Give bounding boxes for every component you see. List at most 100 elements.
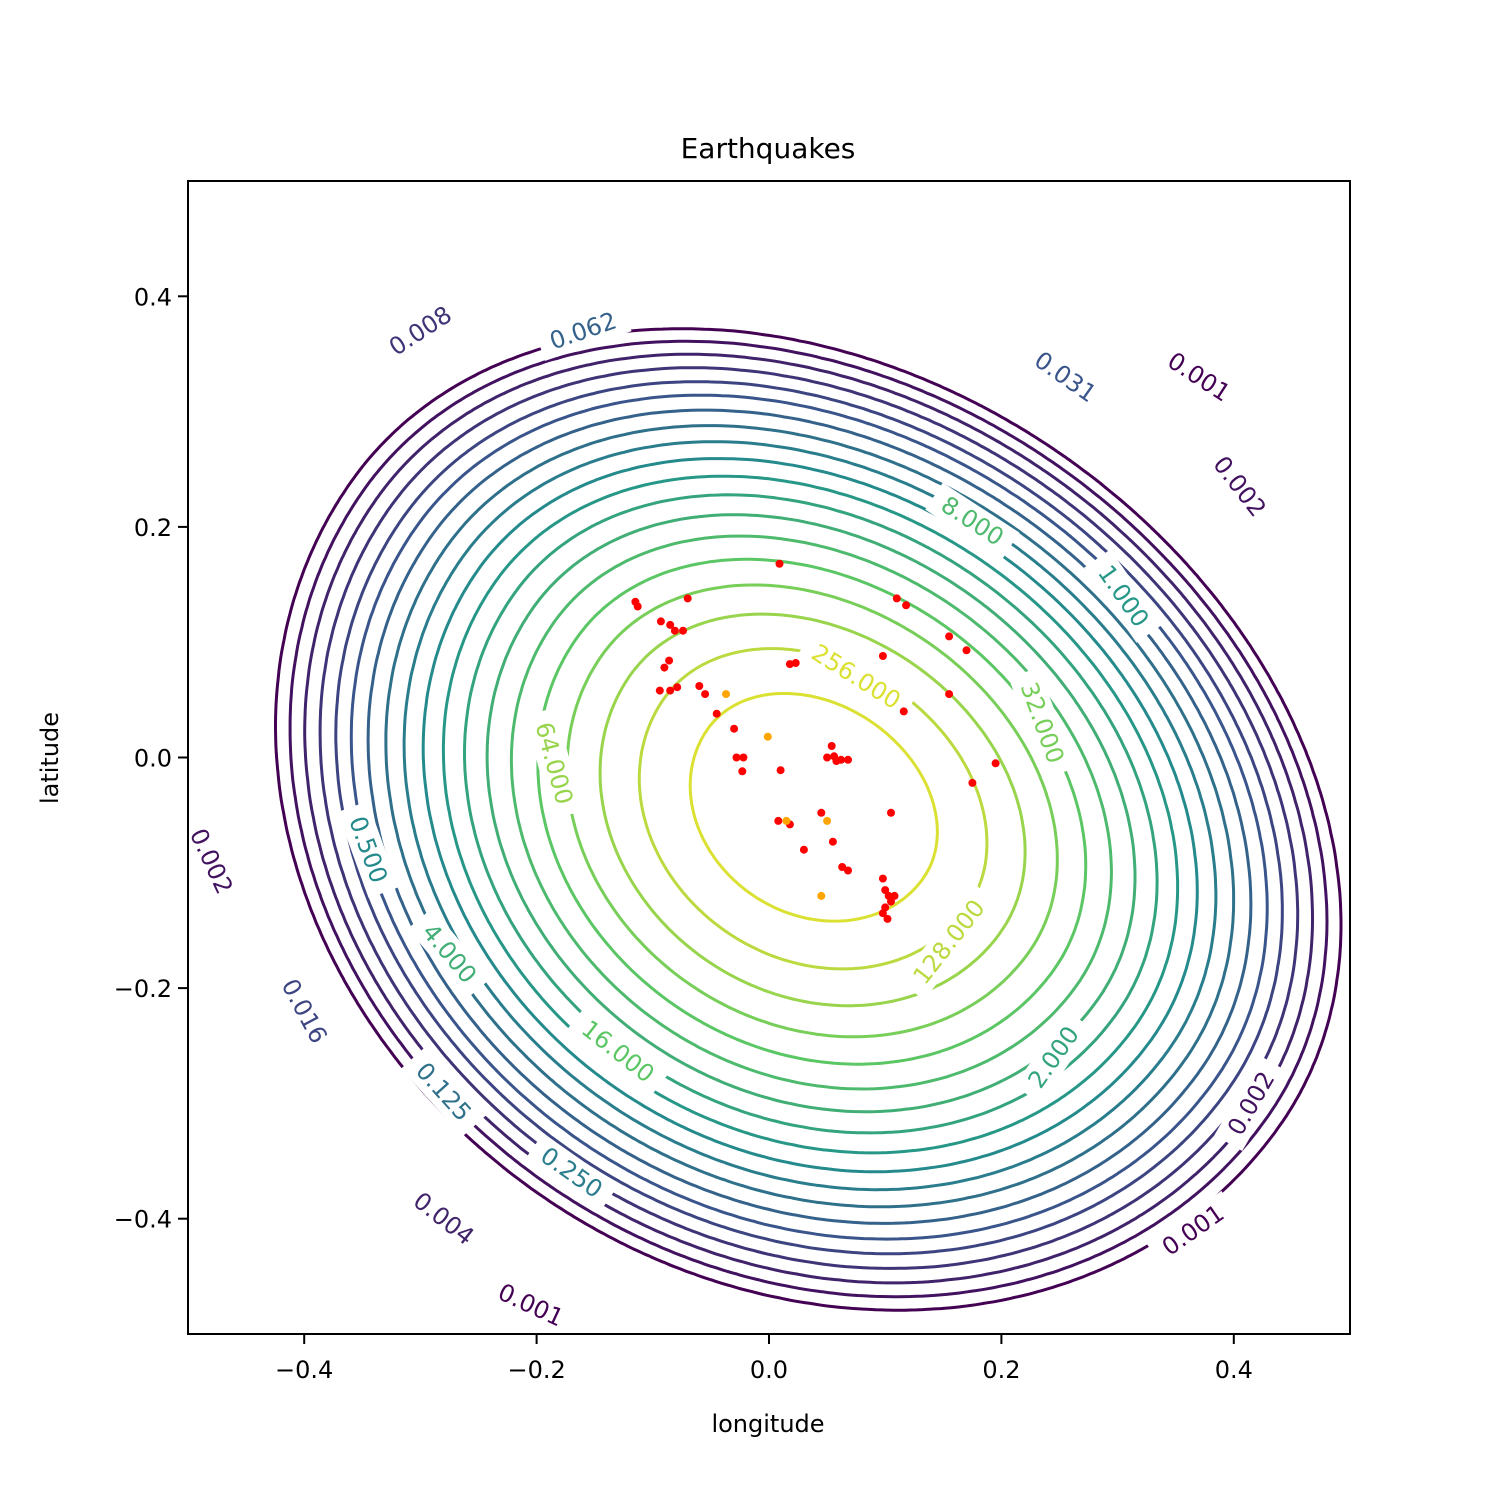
contour-label-gap bbox=[1018, 337, 1112, 417]
earthquake-point bbox=[763, 732, 772, 741]
earthquake-point bbox=[730, 724, 739, 733]
y-tick-label: 0.2 bbox=[134, 514, 172, 542]
y-tick-label: 0.4 bbox=[134, 283, 172, 311]
contour-line bbox=[598, 612, 1027, 1008]
x-tick-label: 0.4 bbox=[1215, 1356, 1253, 1384]
contour-label-gap bbox=[401, 1047, 487, 1137]
earthquake-point bbox=[887, 897, 895, 906]
earthquake-point bbox=[722, 690, 730, 699]
earthquake-point bbox=[828, 837, 837, 846]
contour-line bbox=[318, 366, 1300, 1270]
earthquake-point bbox=[739, 753, 748, 762]
contour-line bbox=[402, 440, 1218, 1192]
earthquake-point bbox=[878, 652, 887, 660]
earthquake-point bbox=[887, 808, 895, 817]
chart-title: Earthquakes bbox=[681, 132, 856, 165]
contour-lines bbox=[274, 327, 1343, 1312]
earthquake-point bbox=[732, 753, 741, 762]
contour-label-gap bbox=[898, 883, 1000, 1001]
contour-label-gap bbox=[177, 813, 246, 910]
contour-label-gap bbox=[1151, 338, 1246, 416]
earthquake-point bbox=[791, 659, 800, 667]
y-tick-label: −0.4 bbox=[114, 1206, 172, 1234]
contour-line bbox=[421, 457, 1199, 1174]
earthquake-point bbox=[968, 778, 977, 787]
earthquake-point bbox=[837, 755, 845, 764]
earthquake-point bbox=[827, 742, 836, 750]
earthquake-point bbox=[899, 707, 908, 716]
contour-label-gap bbox=[1084, 549, 1163, 643]
earthquake-point bbox=[817, 808, 826, 817]
contour-label-gap bbox=[534, 300, 632, 361]
contour-line bbox=[334, 380, 1284, 1256]
earthquake-point bbox=[881, 886, 890, 895]
y-axis-label: latitude bbox=[36, 712, 64, 804]
earthquake-point bbox=[683, 594, 692, 603]
contour-line bbox=[384, 424, 1236, 1209]
earthquake-point bbox=[738, 767, 747, 776]
earthquake-point bbox=[695, 682, 704, 690]
earthquake-point bbox=[962, 646, 971, 655]
contour-label-gap bbox=[397, 1177, 490, 1260]
earthquake-point bbox=[774, 816, 783, 825]
earthquake-point bbox=[673, 683, 682, 692]
earthquake-point bbox=[945, 632, 954, 641]
contour-label-gap bbox=[1198, 440, 1281, 533]
earthquake-point bbox=[844, 866, 852, 875]
x-axis-label: longitude bbox=[711, 1410, 824, 1438]
contour-label-gap bbox=[373, 292, 468, 370]
contour-label-gap bbox=[268, 963, 340, 1060]
contour-label-gap bbox=[1146, 1190, 1240, 1270]
earthquake-point bbox=[817, 891, 826, 900]
earthquake-point bbox=[782, 816, 791, 825]
contour-label-gap bbox=[925, 482, 1020, 560]
earthquake-point bbox=[878, 909, 887, 918]
earthquake-point bbox=[775, 559, 784, 568]
earthquake-point bbox=[670, 626, 679, 635]
earthquake-point bbox=[776, 766, 785, 775]
earthquake-point bbox=[799, 845, 808, 854]
earthquake-point bbox=[633, 602, 642, 611]
earthquake-point bbox=[656, 617, 665, 626]
y-tick-label: −0.2 bbox=[114, 975, 172, 1003]
earthquake-point bbox=[878, 874, 887, 883]
contour-label-gap bbox=[524, 707, 584, 820]
earthquake-points bbox=[631, 559, 1000, 923]
earthquake-point bbox=[844, 755, 852, 764]
earthquake-point bbox=[701, 690, 710, 699]
contour-label-gap bbox=[1014, 1010, 1094, 1104]
contour-label-gap bbox=[565, 1005, 670, 1098]
earthquake-point bbox=[655, 686, 664, 695]
contour-label-gap bbox=[482, 1271, 580, 1340]
x-tick-label: 0.2 bbox=[982, 1356, 1020, 1384]
contour-label-gap bbox=[1008, 667, 1076, 779]
x-tick-label: 0.0 bbox=[750, 1356, 788, 1384]
contour-label-gap bbox=[337, 801, 399, 899]
x-axis-ticks: −0.4 −0.2 0.0 0.2 0.4 bbox=[275, 1334, 1253, 1384]
earthquake-point bbox=[883, 914, 892, 923]
y-axis-ticks: 0.4 0.2 0.0 −0.2 −0.4 bbox=[114, 283, 188, 1234]
contour-label-gap bbox=[1214, 1055, 1288, 1152]
y-tick-label: 0.0 bbox=[134, 745, 172, 773]
contour-label-gap bbox=[795, 630, 917, 723]
contour-line bbox=[274, 327, 1343, 1312]
contour-line bbox=[349, 393, 1269, 1241]
contour-label-gap bbox=[407, 908, 492, 999]
earthquake-point bbox=[666, 620, 675, 629]
earthquake-point bbox=[902, 601, 911, 610]
contour-line bbox=[688, 691, 939, 923]
contour-label-gap bbox=[524, 1133, 619, 1212]
x-tick-label: −0.4 bbox=[275, 1356, 333, 1384]
contour-line bbox=[536, 557, 1088, 1066]
earthquake-point bbox=[838, 863, 847, 871]
earthquake-point bbox=[823, 753, 832, 762]
x-tick-label: −0.2 bbox=[507, 1356, 565, 1384]
earthquake-point bbox=[660, 663, 669, 672]
earthquake-point bbox=[823, 816, 832, 825]
earthquake-point bbox=[666, 686, 675, 695]
earthquake-point bbox=[991, 759, 1000, 768]
earthquake-point bbox=[945, 690, 954, 699]
earthquake-point bbox=[712, 709, 721, 718]
